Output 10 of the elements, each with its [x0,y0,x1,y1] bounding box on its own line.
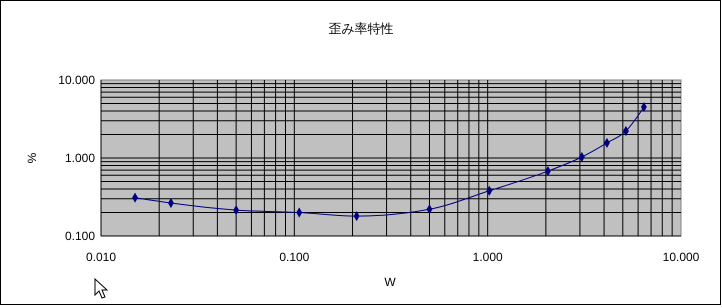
x-tick-label: 10.000 [662,250,700,264]
x-tick-label: 1.000 [472,250,504,264]
y-tick-label: 1.000 [64,151,96,165]
x-tick-label: 0.100 [279,250,310,264]
y-axis-title: % [25,152,39,164]
chart-title: 歪み率特性 [328,21,394,36]
x-axis-title: W [384,275,396,289]
y-tick-label: 0.100 [64,229,96,243]
y-tick-label: 10.000 [58,73,96,87]
x-tick-label: 0.010 [86,250,116,264]
